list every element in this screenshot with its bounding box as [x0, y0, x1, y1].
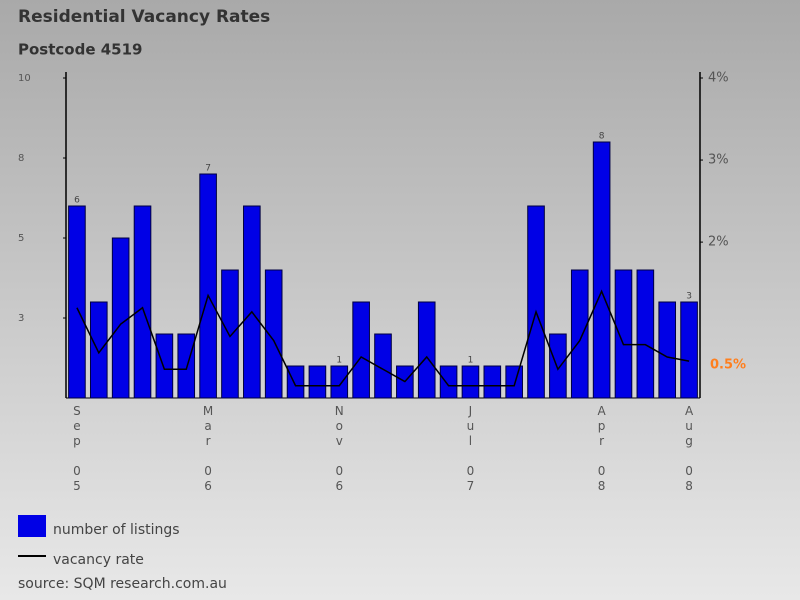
legend-label: number of listings — [53, 522, 180, 538]
y-tick-label: 5 — [18, 233, 24, 244]
legend-swatch — [18, 515, 46, 537]
x-tick-label: Apr 08 — [595, 404, 609, 494]
bar — [374, 333, 392, 399]
bar — [592, 141, 611, 399]
bar — [527, 205, 545, 399]
x-tick-label: Nov 06 — [332, 404, 346, 494]
bar — [570, 269, 589, 399]
bar — [68, 205, 86, 399]
y2-tick-label: 2% — [708, 235, 729, 250]
bar — [549, 333, 567, 399]
bar — [89, 301, 108, 399]
bar — [658, 301, 677, 399]
bar — [461, 365, 480, 399]
annotation: 0.5% — [710, 358, 746, 373]
y-tick-label: 3 — [18, 313, 24, 324]
bar — [111, 237, 130, 399]
x-tick-label: Aug 08 — [682, 404, 696, 494]
bar — [417, 301, 436, 399]
bar — [264, 269, 283, 399]
data-label: 6 — [74, 196, 80, 206]
bar — [483, 365, 502, 399]
bar — [636, 269, 655, 399]
bar — [680, 301, 698, 399]
bar — [199, 173, 217, 399]
bar — [308, 365, 327, 399]
x-tick-label: Sep 05 — [70, 404, 84, 494]
data-label: 8 — [599, 132, 605, 142]
bar — [133, 205, 152, 399]
bar — [155, 333, 174, 399]
data-label: 1 — [468, 356, 474, 366]
source: source: SQM research.com.au — [18, 576, 227, 592]
y-tick-label: 8 — [18, 153, 24, 164]
bar — [243, 205, 261, 399]
x-tick-label: Mar 06 — [201, 404, 215, 494]
x-tick-label: Jul 07 — [463, 404, 477, 494]
bar — [330, 365, 349, 399]
bar — [439, 365, 458, 399]
data-label: 1 — [336, 356, 342, 366]
bar — [352, 301, 370, 399]
data-label: 3 — [686, 292, 692, 302]
chart-title: Residential Vacancy Rates — [18, 7, 270, 27]
line — [76, 289, 690, 387]
legend-label: vacancy rate — [53, 552, 144, 568]
data-label: 7 — [205, 164, 211, 174]
y-tick-label: 10 — [18, 73, 31, 84]
bar — [286, 365, 305, 399]
y2-tick-label: 4% — [708, 71, 729, 86]
y2-tick-label: 3% — [708, 153, 729, 168]
bar — [614, 269, 633, 399]
bar — [505, 365, 523, 399]
chart-subtitle: Postcode 4519 — [18, 41, 142, 59]
bar — [221, 269, 239, 399]
bar — [177, 333, 196, 399]
